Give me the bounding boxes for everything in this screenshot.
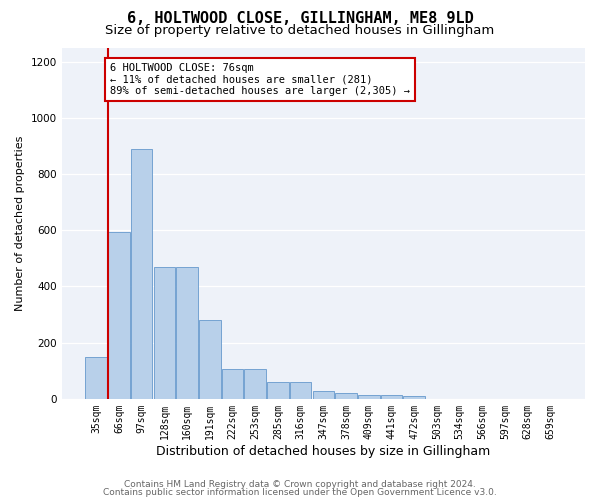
Text: Contains HM Land Registry data © Crown copyright and database right 2024.: Contains HM Land Registry data © Crown c…	[124, 480, 476, 489]
Bar	[154, 266, 175, 399]
Bar	[403, 396, 425, 399]
Bar	[290, 382, 311, 399]
Bar	[267, 382, 289, 399]
X-axis label: Distribution of detached houses by size in Gillingham: Distribution of detached houses by size …	[156, 444, 490, 458]
Bar	[108, 232, 130, 399]
Bar	[358, 394, 380, 399]
Y-axis label: Number of detached properties: Number of detached properties	[15, 136, 25, 311]
Bar	[176, 266, 198, 399]
Text: Size of property relative to detached houses in Gillingham: Size of property relative to detached ho…	[106, 24, 494, 37]
Text: Contains public sector information licensed under the Open Government Licence v3: Contains public sector information licen…	[103, 488, 497, 497]
Bar	[199, 320, 221, 399]
Bar	[313, 391, 334, 399]
Bar	[131, 148, 152, 399]
Bar	[244, 370, 266, 399]
Bar	[222, 370, 243, 399]
Bar	[85, 356, 107, 399]
Text: 6 HOLTWOOD CLOSE: 76sqm
← 11% of detached houses are smaller (281)
89% of semi-d: 6 HOLTWOOD CLOSE: 76sqm ← 11% of detache…	[110, 63, 410, 96]
Text: 6, HOLTWOOD CLOSE, GILLINGHAM, ME8 9LD: 6, HOLTWOOD CLOSE, GILLINGHAM, ME8 9LD	[127, 11, 473, 26]
Bar	[335, 393, 357, 399]
Bar	[380, 394, 402, 399]
